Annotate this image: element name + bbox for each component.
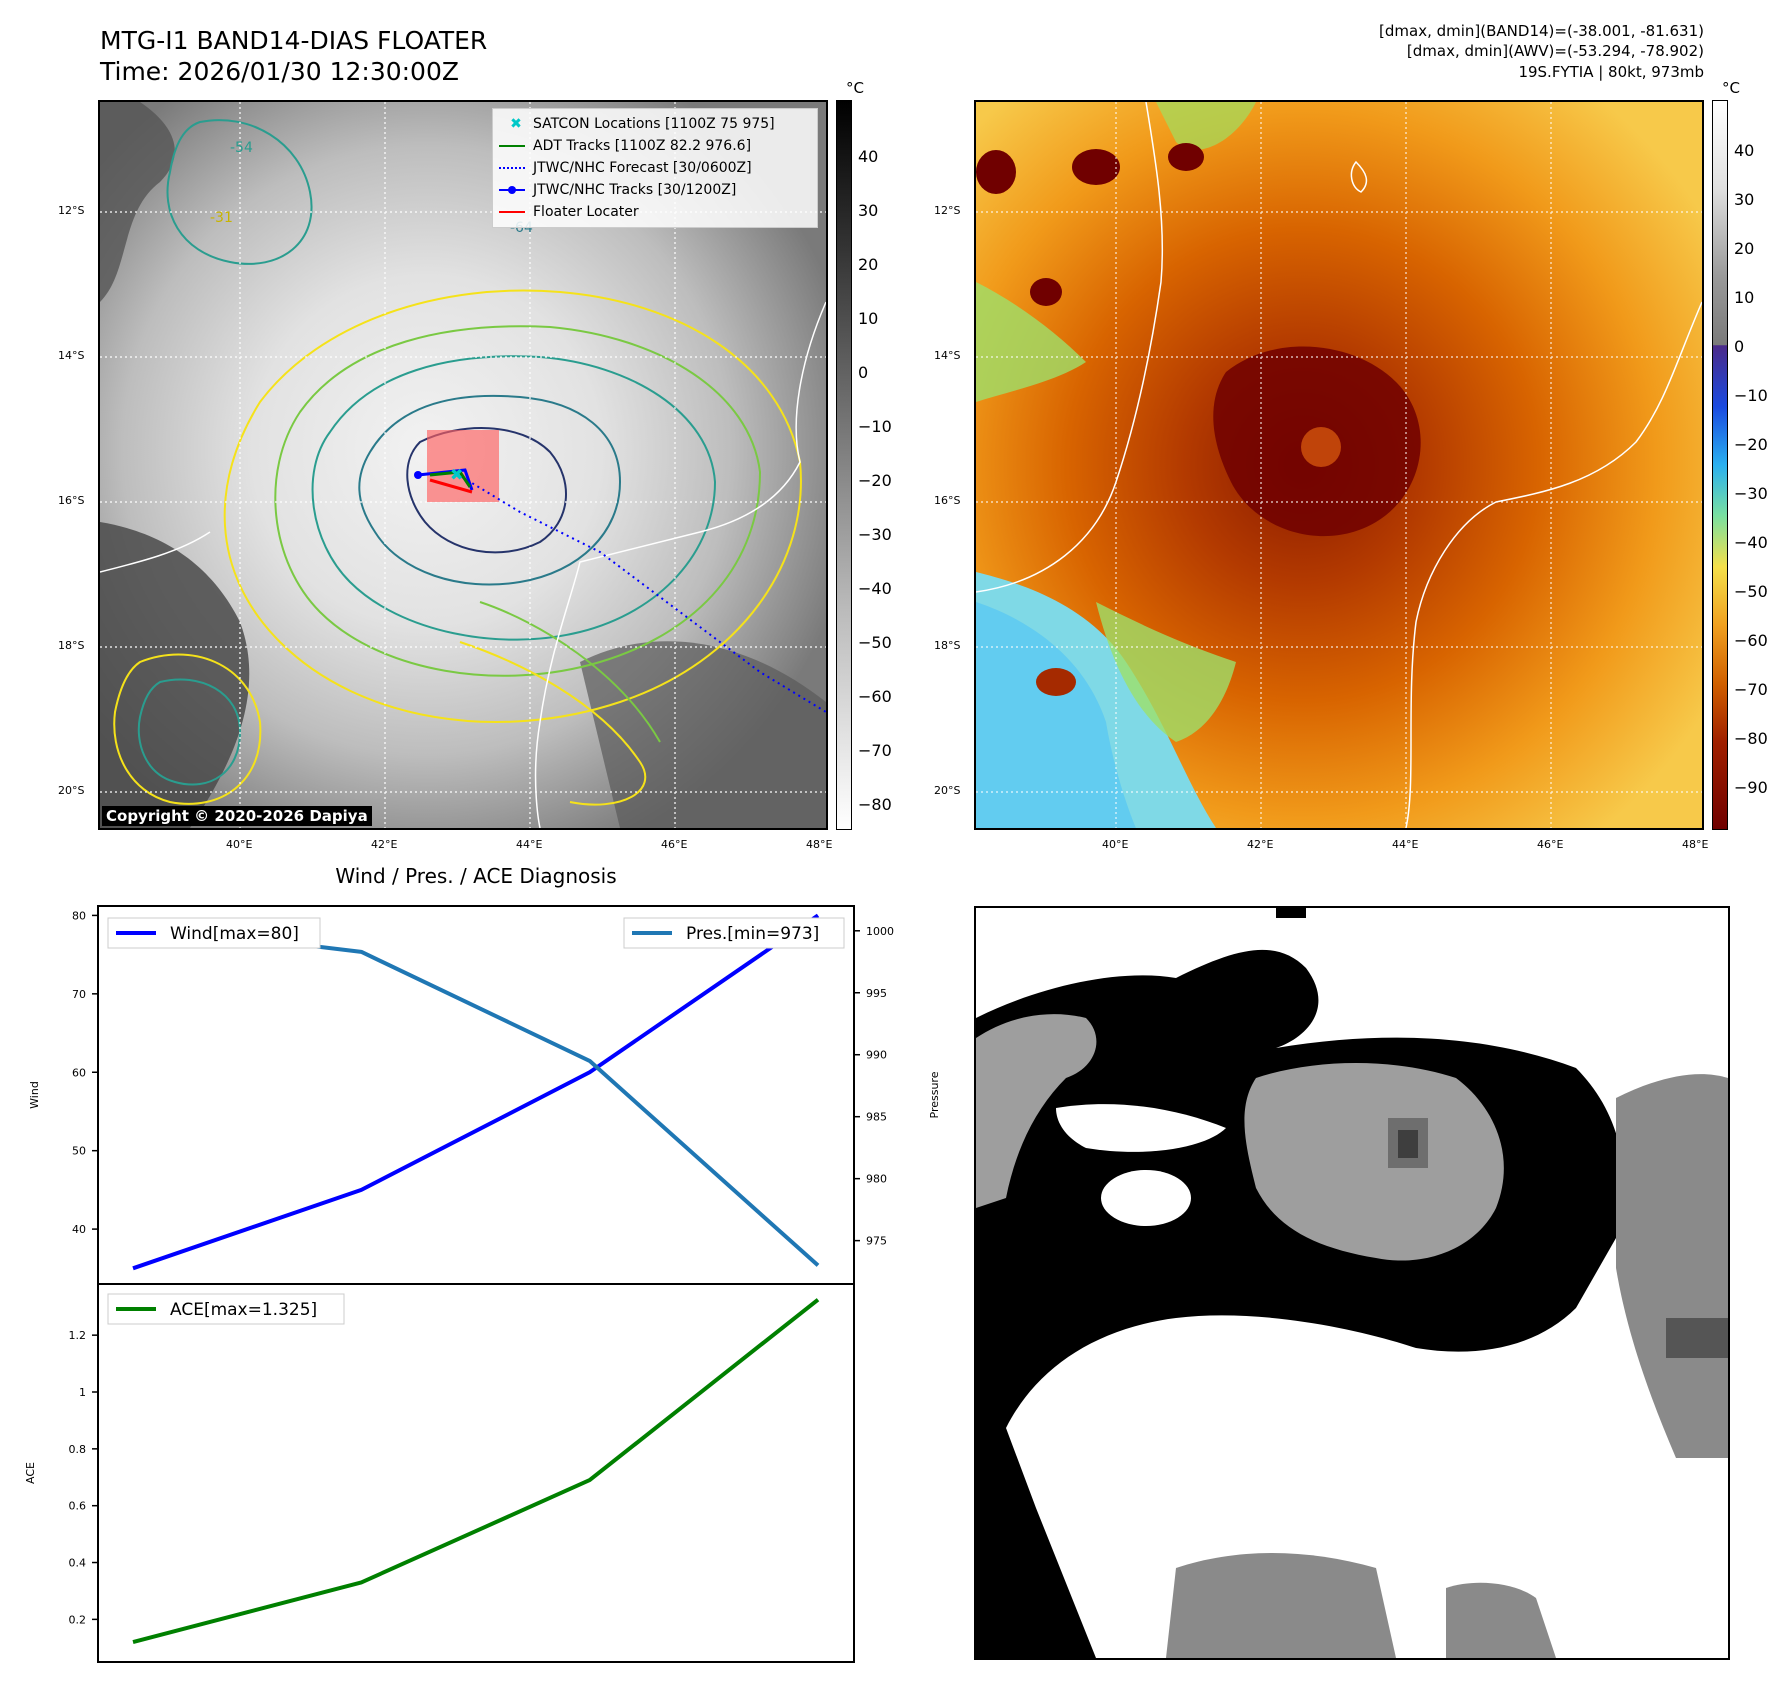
copyright: Copyright © 2020-2026 Dapiya [102,806,372,826]
pressure-ylabel: Pressure [928,1071,941,1118]
y-tick-label: 0.6 [69,1500,87,1513]
series-line-wind [132,913,820,1271]
awv-map [974,100,1704,830]
series-line-ace [132,1298,820,1645]
chart-title: MTG-I1 BAND14-DIAS FLOATER [100,26,488,55]
legend-item: JTWC/NHC Forecast [30/0600Z] [499,157,811,179]
chart-time: Time: 2026/01/30 12:30:00Z [100,57,459,86]
y-right-tick-label: 990 [866,1049,887,1062]
y-tick-label: 60 [72,1066,86,1079]
diagnosis-title: Wind / Pres. / ACE Diagnosis [335,864,617,888]
contour-label: -54 [230,140,253,156]
y-right-tick-label: 995 [866,987,887,1000]
awv-range: [dmax, dmin](AWV)=(-53.294, -78.902) [1406,42,1704,60]
y-tick-label: 40 [72,1223,86,1236]
y-tick-label: 0.2 [69,1613,87,1626]
diagnosis-chart: Wind Pressure ACE 40 50 60 70 80 975 980 985 990… [24,905,941,1663]
y-tick-label: 80 [72,909,86,922]
colorbar2-unit: °C [1722,79,1740,97]
y-tick-label: 0.8 [69,1443,87,1456]
y-right-tick-label: 975 [866,1235,887,1248]
ace-legend: ACE[max=1.325] [107,1293,345,1325]
y-tick-label: 1.2 [69,1329,87,1342]
y-tick-label: 0.4 [69,1557,87,1570]
legend-item: ✖ SATCON Locations [1100Z 75 975] [510,116,775,132]
legend-item: ADT Tracks [1100Z 82.2 976.6] [499,135,811,157]
floater-track [429,478,473,494]
ace-legend-label: ACE[max=1.325] [170,1300,317,1320]
colorbar-1 [836,100,852,830]
y-tick-label: 70 [72,988,86,1001]
contour-label: -31 [210,210,233,226]
wmg-panel: WMG Count: 0 [974,906,1730,1660]
wind-ylabel: Wind [28,1081,41,1109]
colorbar1-unit: °C [846,79,864,97]
storm-summary: 19S.FYTIA | 80kt, 973mb [1518,63,1704,81]
pres-legend-label: Pres.[min=973] [686,924,819,944]
wmg-count-label: WMG Count: 0 [994,922,1147,944]
satcon-marker: ✖ [450,465,463,484]
band14-map: -64 -54 -31 ✖ ✖ SATCON Locations [1100Z … [98,100,828,830]
y-tick-label: 1 [79,1386,86,1399]
y-tick-label: 50 [72,1145,86,1158]
y-right-tick-label: 980 [866,1173,887,1186]
adt-track [429,470,472,488]
map-legend: ✖ SATCON Locations [1100Z 75 975] ADT Tr… [492,108,818,228]
band14-range: [dmax, dmin](BAND14)=(-38.001, -81.631) [1379,22,1704,40]
series-line-pres [132,922,820,1267]
ace-ylabel: ACE [24,1462,37,1484]
ace-axes [97,1283,855,1663]
wind-pres-axes [97,905,855,1285]
wind-legend: Wind[max=80] [107,917,321,949]
legend-item: Floater Locater [499,201,811,223]
legend-item: JTWC/NHC Tracks [30/1200Z] [499,179,811,201]
wind-legend-label: Wind[max=80] [170,924,299,944]
pres-legend: Pres.[min=973] [623,917,845,949]
y-right-tick-label: 985 [866,1111,887,1124]
colorbar-2 [1712,100,1728,830]
y-right-tick-label: 1000 [866,925,894,938]
